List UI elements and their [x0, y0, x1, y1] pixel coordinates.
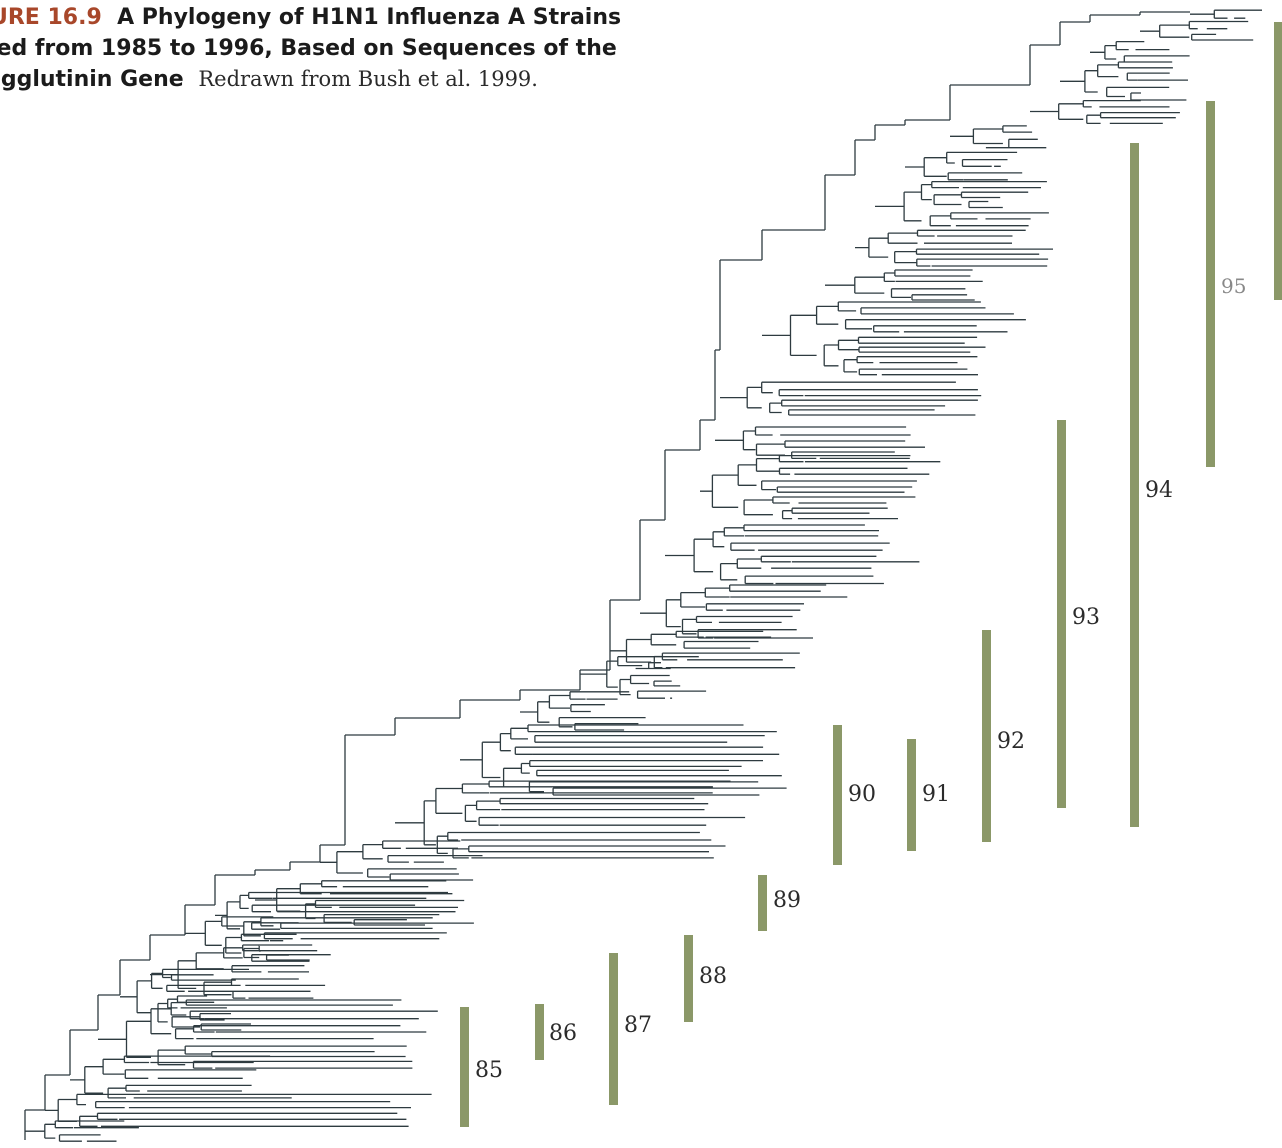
year-label-88: 88	[699, 964, 727, 989]
year-bar-89	[758, 875, 767, 931]
figure-caption: URE 16.9 A Phylogeny of H1N1 Influenza A…	[0, 2, 720, 95]
figure-title-line3: agglutinin Gene	[0, 67, 184, 92]
year-label-94: 94	[1145, 478, 1173, 503]
year-bar-92	[982, 630, 991, 842]
year-bar-86	[535, 1004, 544, 1060]
year-label-86: 86	[549, 1021, 577, 1046]
year-bar-edge	[1274, 22, 1282, 300]
figure-credit: Redrawn from Bush et al. 1999.	[198, 67, 538, 91]
year-bar-93	[1057, 420, 1066, 808]
year-label-91: 91	[922, 782, 950, 807]
year-bar-85	[460, 1007, 469, 1127]
year-bar-91	[907, 739, 916, 851]
year-label-92: 92	[997, 729, 1025, 754]
year-bar-94	[1130, 143, 1139, 827]
year-bar-87	[609, 953, 618, 1105]
figure-title-line2: ted from 1985 to 1996, Based on Sequence…	[0, 36, 617, 61]
year-label-90: 90	[848, 782, 876, 807]
figure-label: URE 16.9	[0, 5, 102, 30]
year-label-95: 95	[1221, 274, 1246, 298]
year-bar-90	[833, 725, 842, 865]
year-label-89: 89	[773, 888, 801, 913]
year-label-87: 87	[624, 1013, 652, 1038]
year-label-85: 85	[475, 1058, 503, 1083]
year-label-93: 93	[1072, 605, 1100, 630]
figure-title-line1: A Phylogeny of H1N1 Influenza A Strains	[117, 5, 622, 30]
tree-branches	[24, 9, 1262, 1142]
year-bar-88	[684, 935, 693, 1022]
year-bar-95	[1206, 101, 1215, 467]
